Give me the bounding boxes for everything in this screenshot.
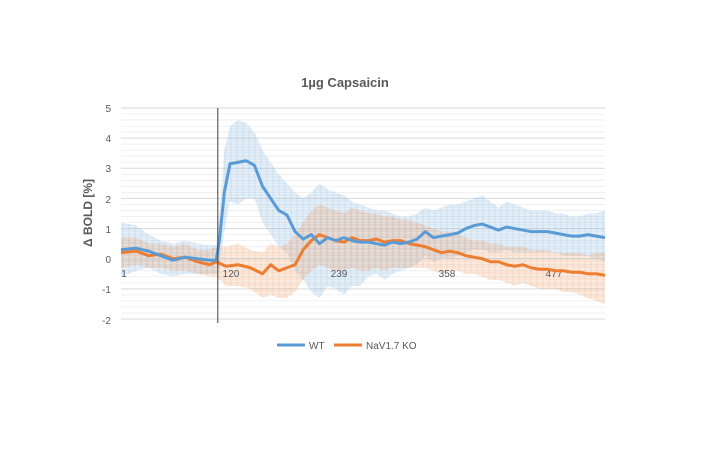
y-axis-tick-labels: 5 4 3 2 1 0 -1 -2 bbox=[102, 104, 111, 327]
confidence-bands bbox=[121, 120, 605, 304]
series-lines bbox=[120, 159, 606, 277]
x-tick-label: 477 bbox=[546, 269, 563, 280]
legend-ko-label: NaV1.7 KO bbox=[366, 341, 417, 352]
band-wt bbox=[121, 120, 605, 298]
chart-title: 1µg Capsaicin bbox=[301, 75, 389, 90]
x-tick-label: 239 bbox=[331, 269, 348, 280]
x-tick-label: 120 bbox=[223, 269, 240, 280]
y-tick-label: 2 bbox=[105, 195, 111, 206]
legend-wt-label: WT bbox=[309, 341, 325, 352]
y-tick-label: 5 bbox=[105, 104, 111, 115]
y-tick-label: 3 bbox=[105, 164, 111, 175]
x-axis-tick-labels: 1 120 239 358 477 bbox=[121, 269, 563, 280]
line-wt bbox=[120, 159, 606, 262]
x-tick-label: 358 bbox=[439, 269, 456, 280]
y-tick-label: -2 bbox=[102, 316, 111, 327]
y-axis-label: Δ BOLD [%] bbox=[81, 179, 95, 247]
y-tick-label: -1 bbox=[102, 285, 111, 296]
legend: WT NaV1.7 KO bbox=[277, 341, 417, 352]
y-tick-label: 4 bbox=[105, 134, 111, 145]
band-nav1-7-ko bbox=[121, 204, 605, 304]
line-nav1-7-ko bbox=[120, 233, 606, 277]
x-tick-label: 1 bbox=[121, 269, 127, 280]
y-tick-label: 1 bbox=[105, 225, 111, 236]
y-tick-label: 0 bbox=[105, 255, 111, 266]
